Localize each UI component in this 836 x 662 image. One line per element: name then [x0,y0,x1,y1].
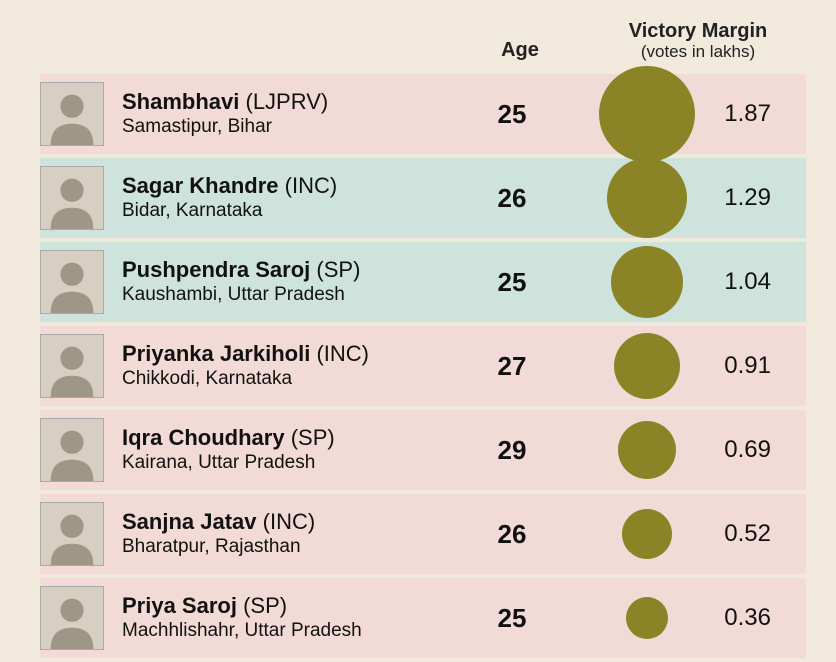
margin-bubble [618,421,676,479]
state: Uttar Pradesh [245,620,362,641]
bubble-cell [582,158,712,238]
candidates-table: Shambhavi (LJPRV)Samastipur, Bihar251.87… [40,74,806,658]
party-label: (LJPRV) [246,89,329,114]
margin-value: 0.69 [712,436,796,464]
location-line: Machhlishahr, Uttar Pradesh [122,620,442,643]
location-line: Bidar, Karnataka [122,200,442,223]
margin-value: 1.29 [712,184,796,212]
table-row: Sagar Khandre (INC)Bidar, Karnataka26 1.2… [40,158,806,238]
candidate-info: Priyanka Jarkiholi (INC)Chikkodi, Karnat… [122,341,442,390]
avatar [40,418,104,482]
name-line: Iqra Choudhary (SP) [122,425,442,451]
table-row: Iqra Choudhary (SP)Kairana, Uttar Prades… [40,410,806,490]
age-value: 25 [442,267,582,298]
margin-value: 1.87 [712,100,796,128]
location-line: Bharatpur, Rajasthan [122,536,442,559]
candidate-info: Sanjna Jatav (INC)Bharatpur, Rajasthan [122,509,442,558]
table-row: Shambhavi (LJPRV)Samastipur, Bihar25 1.87 [40,74,806,154]
constituency: Chikkodi [122,368,195,389]
avatar [40,250,104,314]
margin-value: 0.36 [712,604,796,632]
margin-bubble [626,597,668,639]
age-value: 25 [442,603,582,634]
candidate-name: Sagar Khandre [122,173,279,198]
state: Karnataka [205,368,292,389]
candidate-name: Iqra Choudhary [122,425,285,450]
bubble-cell [582,597,712,639]
margin-subtitle: (votes in lakhs) [590,42,806,62]
state: Karnataka [176,200,263,221]
constituency: Kairana [122,452,188,473]
party-label: (INC) [316,341,369,366]
avatar [40,502,104,566]
bubble-cell [582,421,712,479]
party-label: (SP) [316,257,360,282]
margin-bubble [599,66,695,162]
margin-value: 0.52 [712,520,796,548]
table-row: Priyanka Jarkiholi (INC)Chikkodi, Karnat… [40,326,806,406]
table-row: Priya Saroj (SP)Machhlishahr, Uttar Prad… [40,578,806,658]
table-header: Age Victory Margin (votes in lakhs) [40,20,806,62]
margin-title: Victory Margin [590,20,806,42]
constituency: Bidar [122,200,165,221]
state: Uttar Pradesh [228,284,345,305]
party-label: (INC) [285,173,338,198]
bubble-cell [582,333,712,400]
avatar [40,334,104,398]
name-line: Sagar Khandre (INC) [122,173,442,199]
location-line: Kaushambi, Uttar Pradesh [122,284,442,307]
candidate-info: Iqra Choudhary (SP)Kairana, Uttar Prades… [122,425,442,474]
party-label: (SP) [243,593,287,618]
bubble-cell [582,66,712,162]
name-line: Pushpendra Saroj (SP) [122,257,442,283]
age-value: 26 [442,183,582,214]
name-line: Sanjna Jatav (INC) [122,509,442,535]
party-label: (SP) [291,425,335,450]
candidate-name: Pushpendra Saroj [122,257,310,282]
candidate-name: Shambhavi [122,89,239,114]
candidate-name: Sanjna Jatav [122,509,257,534]
location-line: Samastipur, Bihar [122,116,442,139]
age-column-header: Age [450,39,590,62]
bubble-cell [582,246,712,318]
margin-bubble [607,158,687,238]
party-label: (INC) [263,509,316,534]
candidate-info: Sagar Khandre (INC)Bidar, Karnataka [122,173,442,222]
location-line: Chikkodi, Karnataka [122,368,442,391]
avatar [40,166,104,230]
avatar [40,82,104,146]
name-line: Shambhavi (LJPRV) [122,89,442,115]
candidate-name: Priyanka Jarkiholi [122,341,310,366]
constituency: Samastipur [122,116,217,137]
margin-value: 1.04 [712,268,796,296]
constituency: Bharatpur [122,536,204,557]
name-line: Priya Saroj (SP) [122,593,442,619]
state: Uttar Pradesh [198,452,315,473]
margin-column-header: Victory Margin (votes in lakhs) [590,20,806,62]
state: Bihar [228,116,272,137]
constituency: Machhlishahr [122,620,234,641]
state: Rajasthan [215,536,301,557]
candidate-info: Priya Saroj (SP)Machhlishahr, Uttar Prad… [122,593,442,642]
location-line: Kairana, Uttar Pradesh [122,452,442,475]
margin-bubble [622,509,673,560]
margin-value: 0.91 [712,352,796,380]
age-value: 29 [442,435,582,466]
avatar [40,586,104,650]
table-row: Pushpendra Saroj (SP)Kaushambi, Uttar Pr… [40,242,806,322]
candidate-info: Pushpendra Saroj (SP)Kaushambi, Uttar Pr… [122,257,442,306]
age-value: 27 [442,351,582,382]
margin-bubble [614,333,681,400]
age-value: 25 [442,99,582,130]
name-line: Priyanka Jarkiholi (INC) [122,341,442,367]
candidate-info: Shambhavi (LJPRV)Samastipur, Bihar [122,89,442,138]
bubble-cell [582,509,712,560]
table-row: Sanjna Jatav (INC)Bharatpur, Rajasthan26… [40,494,806,574]
margin-bubble [611,246,683,318]
constituency: Kaushambi [122,284,217,305]
age-value: 26 [442,519,582,550]
candidate-name: Priya Saroj [122,593,237,618]
